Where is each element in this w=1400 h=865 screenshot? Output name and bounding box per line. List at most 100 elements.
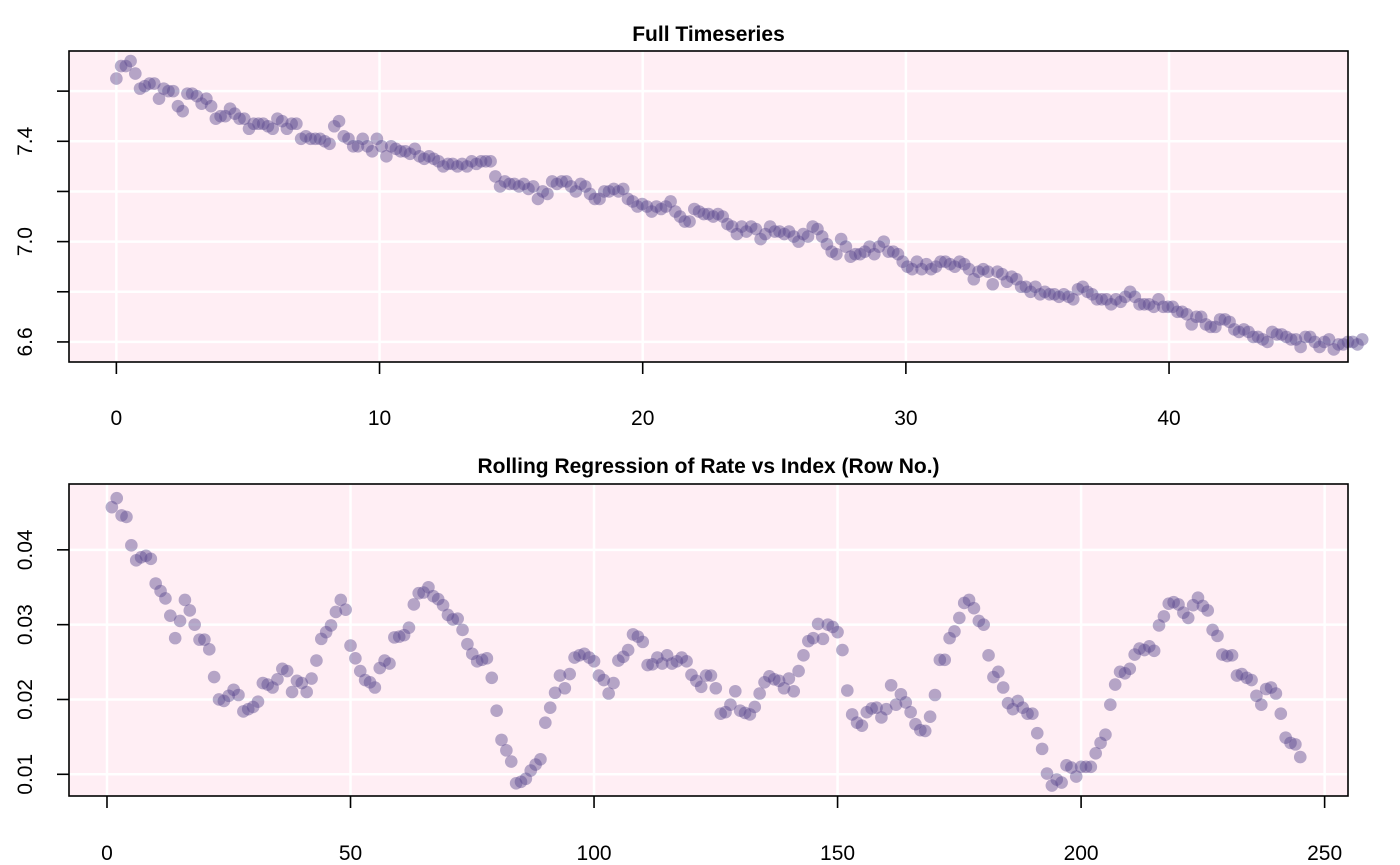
data-point [1006, 702, 1020, 716]
data-point [972, 614, 986, 628]
data-point [242, 122, 256, 136]
data-point [669, 205, 682, 218]
data-point [305, 672, 318, 685]
data-point [626, 195, 640, 208]
data-point [256, 676, 270, 690]
data-point [1185, 318, 1198, 331]
data-point [1171, 305, 1184, 319]
data-point [407, 598, 421, 611]
data-point [578, 647, 591, 661]
data-point [1190, 310, 1203, 324]
data-point [702, 207, 715, 221]
data-point [953, 255, 966, 268]
data-point [1021, 707, 1034, 720]
data-point [740, 225, 753, 238]
data-point [173, 614, 187, 628]
data-point [891, 247, 905, 261]
data-point [735, 220, 748, 233]
data-point [470, 655, 484, 668]
data-point [181, 87, 194, 100]
data-point [261, 678, 275, 691]
data-point [1104, 298, 1118, 311]
data-point [207, 670, 221, 684]
data-point [392, 630, 406, 643]
data-point [830, 247, 843, 261]
data-point [403, 147, 417, 161]
data-point [1000, 275, 1014, 289]
data-point [337, 129, 351, 143]
data-point [914, 723, 927, 737]
data-point [504, 755, 518, 768]
data-point [138, 79, 152, 93]
data-point [327, 119, 341, 133]
data-point [749, 222, 763, 236]
data-point [266, 122, 279, 136]
data-point [384, 140, 398, 153]
data-point [1255, 698, 1268, 712]
data-point [166, 84, 180, 98]
data-point [251, 695, 265, 709]
data-point [972, 265, 985, 279]
data-point [730, 227, 744, 241]
data-point [1191, 591, 1205, 605]
data-point [1172, 598, 1185, 611]
data-point [110, 72, 123, 85]
data-point [271, 112, 284, 126]
data-point [699, 669, 713, 682]
data-point [976, 262, 990, 276]
data-point [1014, 280, 1028, 294]
data-point [1167, 595, 1180, 609]
data-point [500, 744, 513, 757]
data-point [1209, 320, 1222, 334]
data-point [441, 608, 455, 622]
data-point [1081, 285, 1094, 299]
data-point [855, 719, 869, 732]
data-point [204, 99, 218, 113]
data-point [858, 245, 872, 258]
data-point [300, 685, 313, 699]
data-point [529, 758, 542, 771]
data-point [1035, 742, 1049, 756]
data-point [1019, 280, 1033, 294]
data-point [228, 107, 242, 121]
data-point [310, 654, 323, 667]
x-tick-label: 0 [111, 407, 123, 430]
data-point [285, 117, 298, 131]
data-point [602, 185, 616, 198]
data-point [836, 643, 849, 657]
data-point [1052, 290, 1066, 304]
data-point [802, 634, 815, 648]
data-point [427, 152, 441, 166]
data-point [1118, 666, 1132, 680]
data-point [498, 175, 512, 188]
data-point [792, 235, 805, 248]
data-point [899, 696, 913, 709]
data-point [465, 155, 478, 168]
data-point [493, 180, 507, 193]
data-point [685, 668, 698, 682]
data-point [198, 633, 211, 646]
data-point [748, 700, 762, 714]
chart-panel-1: 0 10 20 30 40 6.6 7.0 7.4 Full Timeseries [14, 23, 1369, 430]
data-point [227, 683, 240, 697]
data-point [1085, 287, 1099, 301]
data-point [655, 657, 669, 670]
data-point [275, 114, 289, 128]
data-point [995, 267, 1009, 281]
data-point [503, 177, 516, 191]
data-point [1274, 707, 1288, 720]
data-point [1275, 328, 1288, 341]
data-point [659, 200, 673, 213]
data-point [114, 59, 128, 73]
data-point [592, 669, 606, 682]
data-point [408, 142, 422, 156]
data-point [1284, 333, 1298, 346]
data-point [1250, 689, 1263, 703]
data-point [351, 140, 365, 153]
data-point [636, 635, 650, 649]
data-point [896, 255, 910, 268]
data-point [456, 623, 469, 637]
data-point [573, 649, 586, 662]
data-point [1322, 333, 1336, 346]
